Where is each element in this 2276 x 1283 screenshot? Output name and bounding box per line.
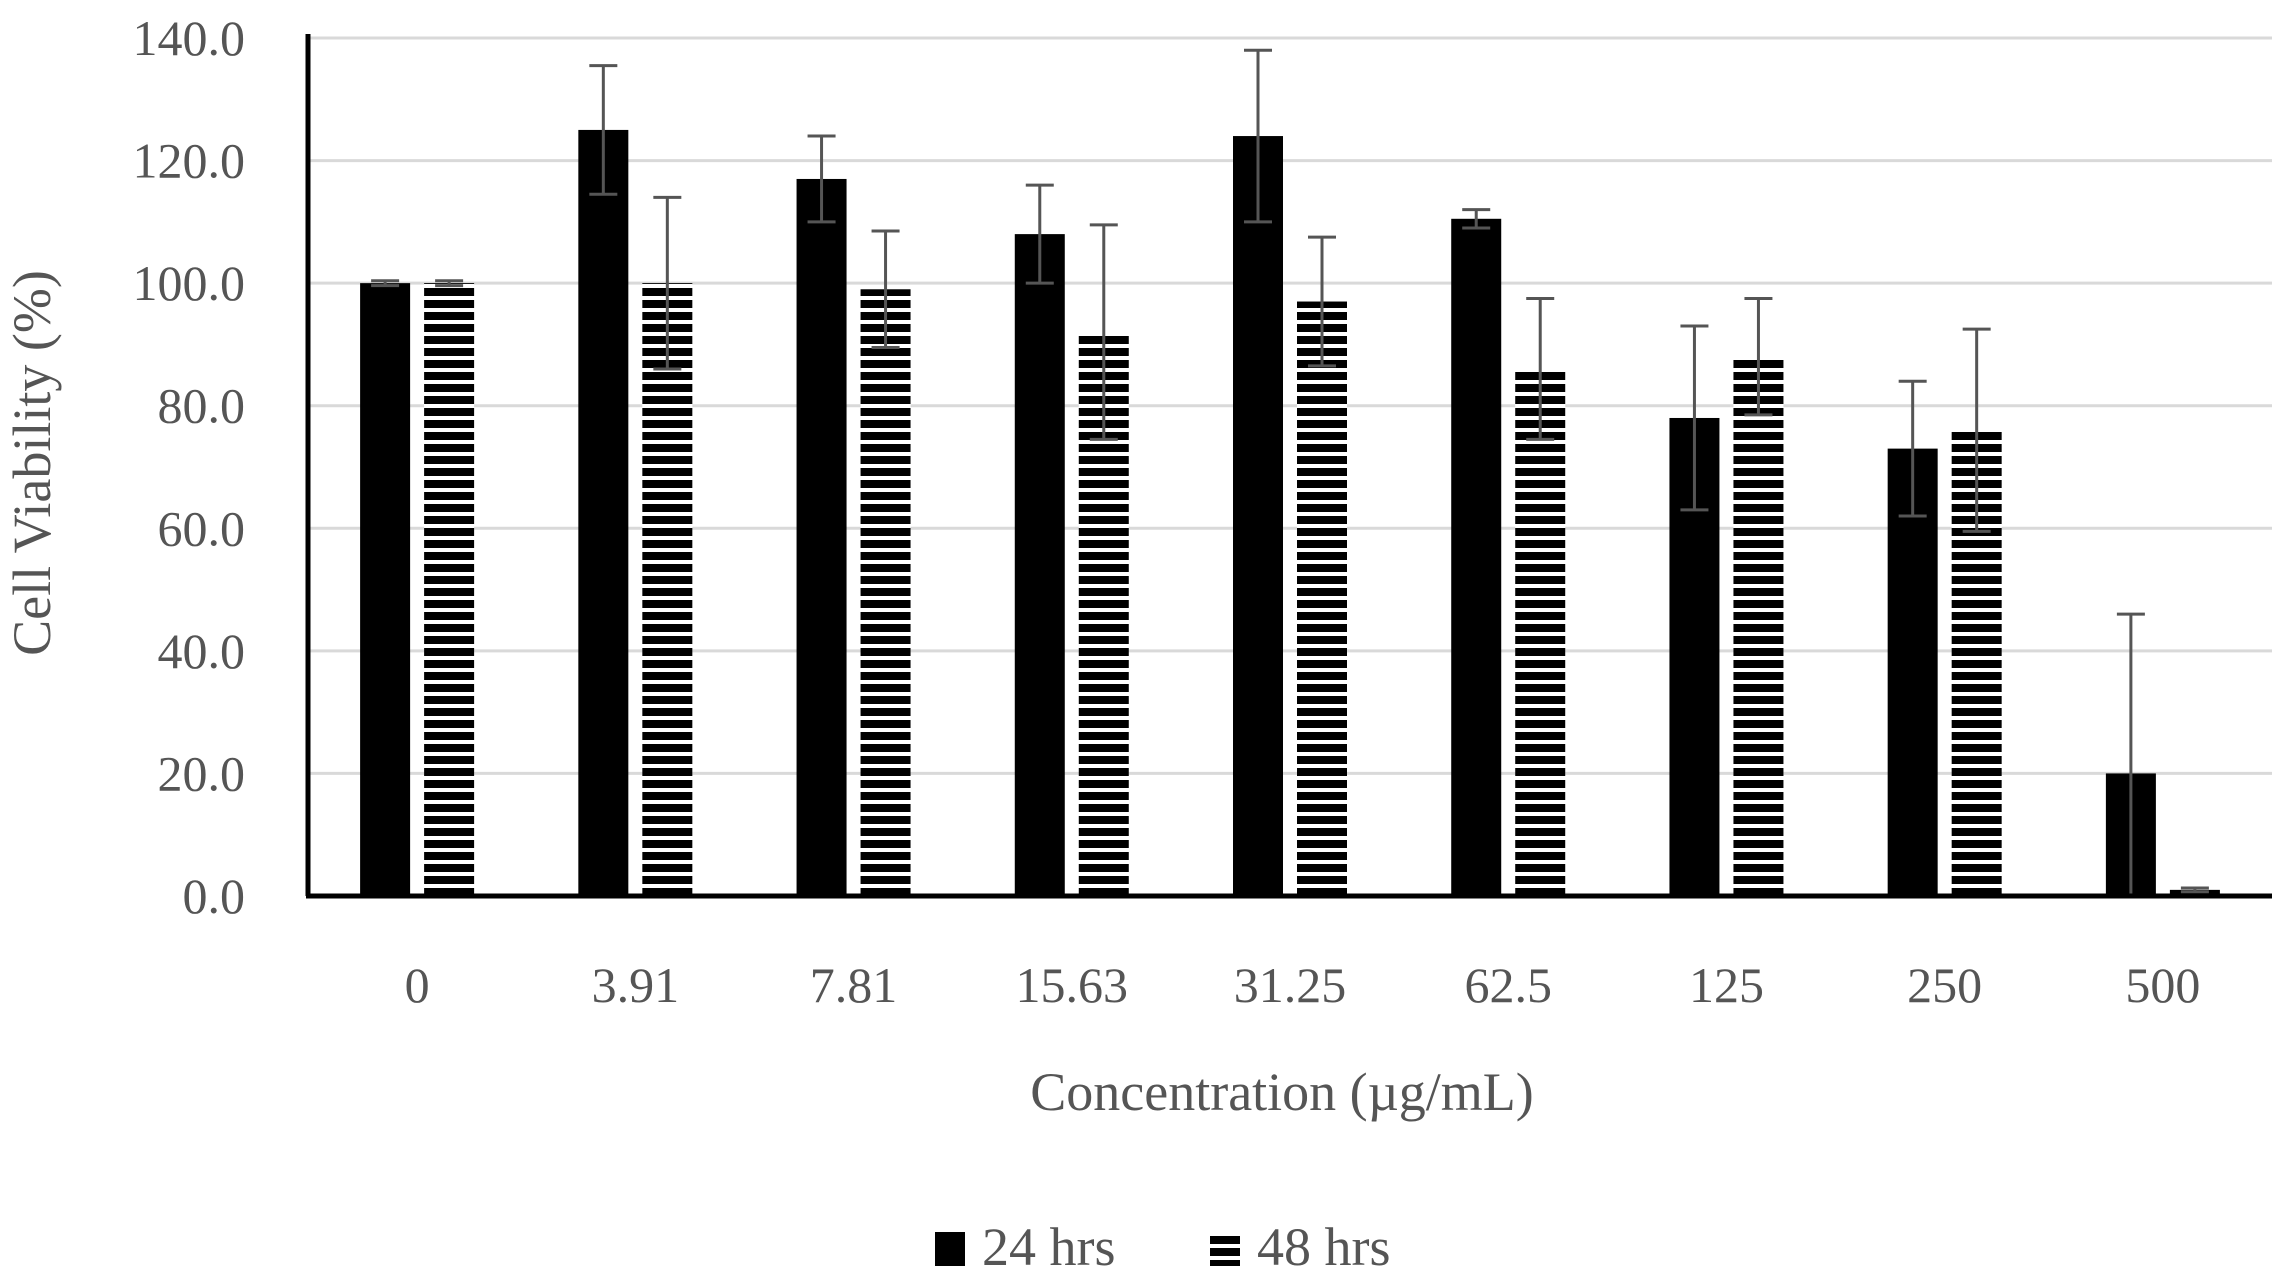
error-bar	[2180, 886, 2209, 894]
error-bar	[1025, 183, 1054, 285]
gridlines	[308, 36, 2272, 775]
y-tick-label: 80.0	[158, 378, 246, 434]
y-tick-label: 140.0	[133, 10, 246, 66]
y-tick-label: 40.0	[158, 623, 246, 679]
error-bar	[871, 229, 900, 349]
legend-swatch-48hrs	[1210, 1232, 1240, 1266]
bar-24-hrs-250	[1887, 448, 1938, 896]
x-tick-label: 62.5	[1464, 957, 1552, 1013]
bar-24-hrs-0	[360, 283, 411, 897]
bar-48-hrs-125	[1733, 356, 1784, 897]
bar-24-hrs-31.25	[1233, 136, 1283, 897]
error-bar	[1308, 235, 1336, 368]
x-tick-label: 7.81	[810, 957, 898, 1013]
error-bar	[1744, 296, 1773, 417]
error-bar	[807, 134, 836, 224]
bar-24-hrs-3.91	[578, 129, 629, 896]
bar-48-hrs-31.25	[1297, 301, 1347, 896]
bar-48-hrs-0	[424, 283, 475, 897]
error-bar	[371, 279, 400, 288]
y-tick-label: 0.0	[183, 868, 246, 924]
x-tick-label: 3.91	[592, 957, 680, 1013]
x-tick-label: 500	[2125, 957, 2200, 1013]
y-tick-label: 60.0	[158, 500, 246, 556]
error-bar	[1244, 48, 1272, 224]
y-tick-labels: 0.0 20.0 40.0 60.0 80.0 100.0 120.0 140.0	[133, 10, 246, 924]
x-tick-label: 31.25	[1234, 957, 1347, 1013]
legend-swatch-24hrs	[935, 1232, 965, 1266]
y-tick-label: 120.0	[133, 133, 246, 189]
bar-24-hrs-62.5	[1451, 218, 1502, 897]
x-tick-label: 15.63	[1016, 957, 1129, 1013]
error-bar	[653, 195, 682, 371]
error-bar	[589, 64, 618, 196]
axes	[305, 34, 2272, 899]
bar-24-hrs-15.63	[1014, 234, 1065, 897]
error-bar	[435, 279, 464, 288]
bar-48-hrs-3.91	[642, 283, 693, 897]
legend: 24 hrs 48 hrs	[935, 1217, 1391, 1277]
error-bar	[1462, 208, 1491, 230]
bar-48-hrs-62.5	[1515, 368, 1566, 896]
x-tick-label: 125	[1689, 957, 1764, 1013]
error-bar	[1089, 223, 1118, 441]
legend-label-48hrs: 48 hrs	[1257, 1217, 1391, 1277]
y-tick-label: 20.0	[158, 745, 246, 801]
x-tick-label: 250	[1907, 957, 1982, 1013]
y-axis-title: Cell Viability (%)	[2, 270, 62, 656]
error-bars	[371, 48, 2209, 898]
bar-48-hrs-7.81	[860, 289, 911, 896]
error-bar	[1962, 327, 1991, 533]
error-bar	[1898, 379, 1927, 518]
x-tick-labels: 0 3.91 7.81 15.63 31.25 62.5 125 250 500	[405, 957, 2201, 1013]
x-tick-label: 0	[405, 957, 430, 1013]
bars	[360, 129, 2220, 897]
error-bar	[1680, 324, 1709, 512]
x-axis-title: Concentration (µg/mL)	[1030, 1062, 1533, 1122]
y-tick-label: 100.0	[133, 255, 246, 311]
bar-24-hrs-7.81	[796, 178, 847, 896]
error-bar	[1526, 296, 1555, 441]
legend-label-24hrs: 24 hrs	[982, 1217, 1116, 1277]
